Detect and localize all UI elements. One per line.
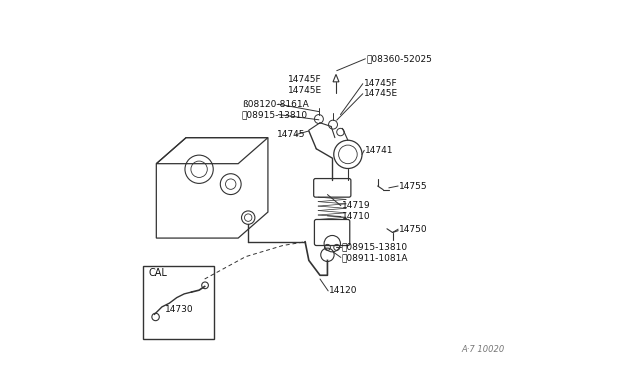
Text: 14730: 14730 <box>165 305 193 314</box>
Text: 14719: 14719 <box>342 201 370 210</box>
Text: 14745F: 14745F <box>287 76 321 84</box>
Text: 14750: 14750 <box>399 225 428 234</box>
Text: ß08120-8161A: ß08120-8161A <box>242 100 308 109</box>
Text: Ⓤ08915-13810: Ⓤ08915-13810 <box>342 242 408 251</box>
Text: Ⓞ08911-1081A: Ⓞ08911-1081A <box>342 253 408 262</box>
Text: 14745E: 14745E <box>364 89 398 98</box>
Text: 14710: 14710 <box>342 212 370 221</box>
Text: Ⓤ08915-13810: Ⓤ08915-13810 <box>242 110 308 119</box>
Text: 14120: 14120 <box>329 286 357 295</box>
Text: 14745: 14745 <box>277 130 306 139</box>
Text: A·7 10020: A·7 10020 <box>461 345 504 354</box>
Text: 14755: 14755 <box>399 182 428 190</box>
Text: 14741: 14741 <box>365 146 394 155</box>
Text: CAL: CAL <box>149 269 168 278</box>
Text: 14745E: 14745E <box>287 86 322 94</box>
Text: Ⓝ08360-52025: Ⓝ08360-52025 <box>367 54 433 63</box>
Text: 14745F: 14745F <box>364 79 397 88</box>
